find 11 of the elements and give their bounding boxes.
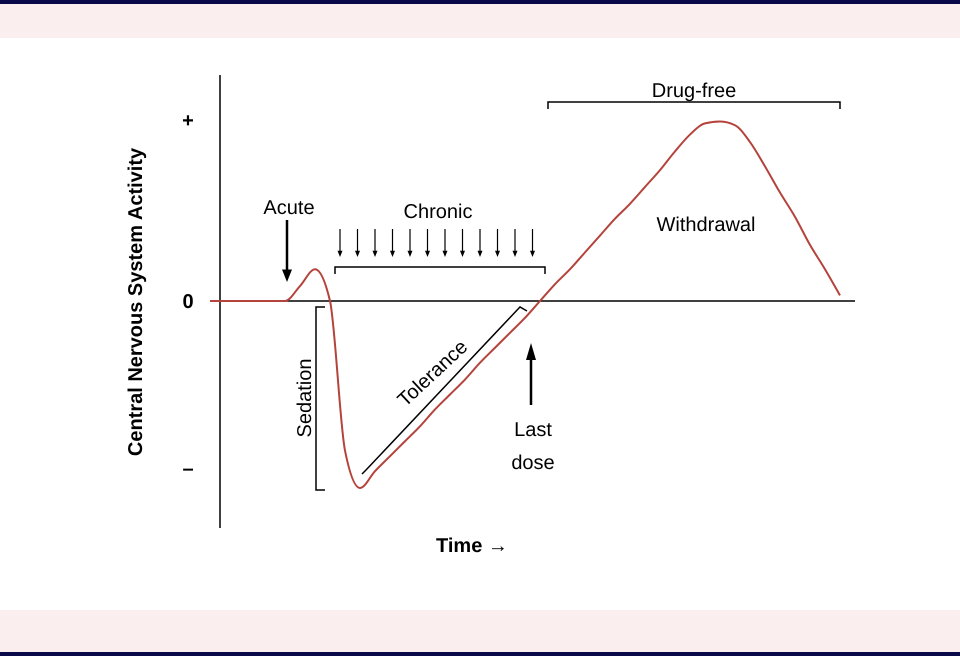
annotation: Withdrawal xyxy=(656,214,756,236)
text: – xyxy=(182,458,194,480)
text: Drug-free xyxy=(652,80,736,102)
annotation: Acute xyxy=(263,197,315,219)
text: + xyxy=(182,110,194,132)
annotation: Sedation xyxy=(294,358,316,438)
text: 0 xyxy=(182,291,194,313)
annotation: Last dose xyxy=(511,419,555,474)
x-axis-title: Time → xyxy=(436,535,508,557)
annotation: Chronic xyxy=(404,201,472,223)
y-axis-title: Central Nervous System Activity xyxy=(125,146,147,456)
